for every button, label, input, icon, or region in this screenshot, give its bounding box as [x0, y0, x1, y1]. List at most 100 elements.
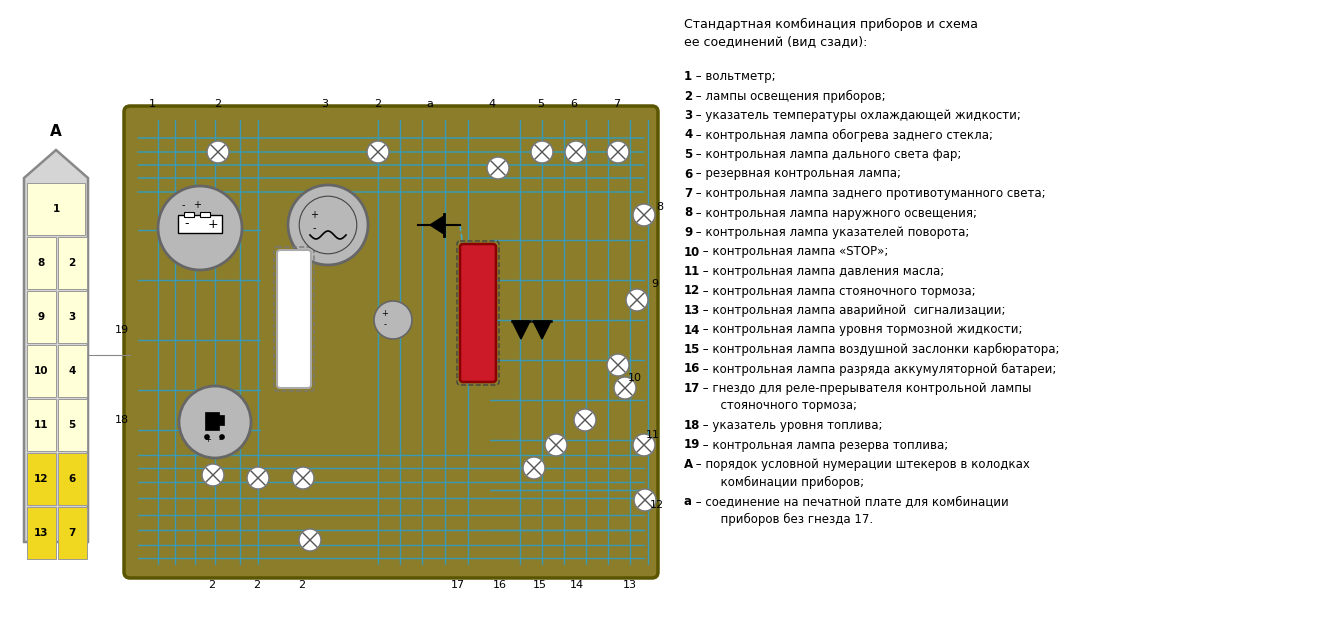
- Text: 15: 15: [684, 343, 700, 356]
- Circle shape: [574, 409, 595, 431]
- Text: 11: 11: [34, 420, 49, 430]
- Text: 5: 5: [537, 99, 545, 109]
- Text: 12: 12: [684, 284, 700, 298]
- Text: – вольтметр;: – вольтметр;: [691, 70, 776, 83]
- Circle shape: [487, 157, 509, 179]
- Text: 14: 14: [684, 323, 700, 337]
- Text: 7: 7: [69, 528, 76, 538]
- Text: +: +: [382, 309, 389, 318]
- Text: a: a: [427, 99, 434, 109]
- Text: 6: 6: [570, 99, 578, 109]
- Bar: [57, 237, 86, 289]
- Circle shape: [626, 289, 648, 311]
- Text: -: -: [383, 321, 386, 330]
- Text: – гнездо для реле-прерывателя контрольной лампы: – гнездо для реле-прерывателя контрольно…: [699, 382, 1032, 395]
- Bar: [27, 183, 85, 235]
- Text: а: а: [684, 495, 692, 508]
- Text: 8: 8: [684, 206, 692, 220]
- Text: +: +: [310, 210, 318, 220]
- Text: -: -: [312, 223, 316, 233]
- Bar: [219, 415, 224, 425]
- Text: – контрольная лампа уровня тормозной жидкости;: – контрольная лампа уровня тормозной жид…: [699, 323, 1022, 337]
- FancyBboxPatch shape: [277, 250, 312, 388]
- Text: 5: 5: [684, 148, 692, 161]
- Text: стояночного тормоза;: стояночного тормоза;: [697, 399, 857, 413]
- Text: 2: 2: [208, 580, 216, 590]
- Text: 4: 4: [684, 128, 692, 141]
- Bar: [57, 345, 86, 397]
- Text: -: -: [219, 436, 221, 445]
- Bar: [184, 212, 194, 217]
- Text: А: А: [684, 458, 693, 471]
- Text: – контрольная лампа «STOP»;: – контрольная лампа «STOP»;: [699, 245, 888, 259]
- Circle shape: [158, 186, 243, 270]
- Bar: [27, 237, 56, 289]
- Circle shape: [374, 301, 412, 339]
- Text: +: +: [204, 436, 211, 445]
- Text: 17: 17: [684, 382, 700, 395]
- Circle shape: [634, 489, 656, 511]
- Text: 2: 2: [374, 99, 382, 109]
- Bar: [206, 412, 219, 430]
- Text: 18: 18: [684, 419, 700, 432]
- Bar: [27, 399, 56, 451]
- Text: 1: 1: [684, 70, 692, 83]
- Circle shape: [207, 141, 229, 163]
- Text: 7: 7: [614, 99, 621, 109]
- Circle shape: [300, 196, 357, 254]
- Bar: [27, 453, 56, 505]
- Text: 2: 2: [298, 580, 305, 590]
- Polygon shape: [24, 150, 88, 542]
- Circle shape: [633, 434, 655, 456]
- Text: – контрольная лампа наружного освещения;: – контрольная лампа наружного освещения;: [691, 206, 976, 220]
- Text: 10: 10: [34, 366, 49, 376]
- Circle shape: [247, 467, 269, 489]
- Text: 16: 16: [493, 580, 507, 590]
- Text: 14: 14: [570, 580, 583, 590]
- Text: 9: 9: [651, 279, 659, 289]
- Circle shape: [298, 529, 321, 551]
- Text: – лампы освещения приборов;: – лампы освещения приборов;: [691, 89, 886, 103]
- Text: – контрольная лампа резерва топлива;: – контрольная лампа резерва топлива;: [699, 438, 948, 452]
- Text: – контрольная лампа указателей поворота;: – контрольная лампа указателей поворота;: [691, 226, 969, 239]
- Text: 15: 15: [533, 580, 548, 590]
- Text: 2: 2: [684, 89, 692, 102]
- FancyBboxPatch shape: [460, 244, 496, 382]
- Bar: [200, 212, 210, 217]
- Bar: [57, 507, 86, 559]
- Circle shape: [545, 434, 568, 456]
- Circle shape: [565, 141, 587, 163]
- Text: 9: 9: [38, 312, 45, 322]
- Bar: [178, 215, 221, 233]
- FancyBboxPatch shape: [125, 106, 658, 578]
- Text: 12: 12: [650, 500, 664, 510]
- Text: 13: 13: [623, 580, 636, 590]
- Text: приборов без гнезда 17.: приборов без гнезда 17.: [697, 512, 873, 526]
- Circle shape: [220, 435, 224, 439]
- Text: 4: 4: [488, 99, 496, 109]
- Circle shape: [607, 141, 629, 163]
- Text: – контрольная лампа заднего противотуманного света;: – контрольная лампа заднего противотуман…: [691, 187, 1045, 200]
- Text: – контрольная лампа аварийной  сигнализации;: – контрольная лампа аварийной сигнализац…: [699, 304, 1005, 317]
- Text: 10: 10: [629, 373, 642, 383]
- Bar: [57, 291, 86, 343]
- Text: 4: 4: [69, 366, 76, 376]
- Text: 6: 6: [69, 474, 76, 484]
- Text: – резервная контрольная лампа;: – резервная контрольная лампа;: [691, 167, 900, 180]
- Text: – контрольная лампа давления масла;: – контрольная лампа давления масла;: [699, 265, 944, 278]
- Text: 12: 12: [34, 474, 49, 484]
- Text: 2: 2: [253, 580, 261, 590]
- Text: А: А: [50, 125, 62, 139]
- Text: – контрольная лампа стояночного тормоза;: – контрольная лампа стояночного тормоза;: [699, 284, 976, 298]
- Text: ее соединений (вид сзади):: ее соединений (вид сзади):: [684, 35, 867, 48]
- Bar: [27, 345, 56, 397]
- Text: – контрольная лампа обогрева заднего стекла;: – контрольная лампа обогрева заднего сте…: [691, 128, 992, 142]
- Text: 11: 11: [684, 265, 700, 278]
- Text: +: +: [208, 217, 219, 231]
- Text: – указатель температуры охлаждающей жидкости;: – указатель температуры охлаждающей жидк…: [691, 109, 1021, 122]
- Text: 19: 19: [115, 325, 129, 335]
- Text: – контрольная лампа разряда аккумуляторной батареи;: – контрольная лампа разряда аккумуляторн…: [699, 362, 1057, 376]
- Text: 18: 18: [115, 415, 129, 425]
- Text: 7: 7: [684, 187, 692, 200]
- Polygon shape: [533, 321, 552, 339]
